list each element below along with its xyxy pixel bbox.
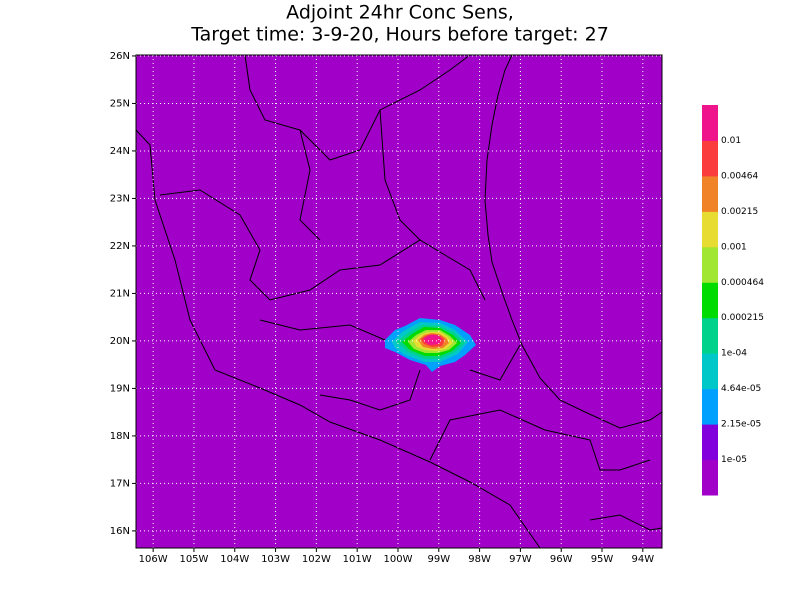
- colorbar-box: [702, 388, 718, 425]
- x-tick-label: 105W: [179, 554, 208, 565]
- y-tick-label: 21N: [110, 288, 130, 299]
- sensitivity-field: [385, 318, 476, 372]
- axis-labels: 106W 105W 104W 103W 102W 101W 100W 99W 98W 97W 96W…: [110, 51, 654, 565]
- colorbar-box: [702, 459, 718, 496]
- y-tick-label: 19N: [110, 383, 130, 394]
- colorbar-label: 0.000215: [721, 313, 764, 323]
- colorbar: 1e-05 2.15e-05 4.64e-05 1e-04 0.000215 0.0004…: [702, 105, 764, 496]
- colorbar-label: 0.01: [721, 136, 741, 146]
- colorbar-box: [702, 105, 718, 141]
- colorbar-box: [702, 246, 718, 283]
- gulf-coast: [484, 54, 663, 429]
- title-line-1: Adjoint 24hr Conc Sens,: [286, 2, 514, 24]
- southern-coast: [589, 514, 663, 531]
- colorbar-label: 0.00464: [721, 171, 758, 181]
- x-tick-label: 101W: [343, 554, 372, 565]
- x-tick-label: 96W: [550, 554, 573, 565]
- x-tick-label: 98W: [468, 554, 491, 565]
- y-tick-label: 26N: [110, 51, 130, 62]
- colorbar-label: 0.00215: [721, 207, 758, 217]
- colorbar-box: [702, 175, 718, 212]
- colorbar-box: [702, 211, 718, 248]
- colorbar-box: [702, 282, 718, 319]
- y-tick-label: 18N: [110, 431, 130, 442]
- colorbar-box: [702, 353, 718, 390]
- colorbar-label: 1e-04: [721, 349, 747, 359]
- contour-band: [424, 335, 442, 345]
- x-tick-label: 102W: [302, 554, 331, 565]
- y-tick-label: 22N: [110, 241, 130, 252]
- y-tick-label: 25N: [110, 98, 130, 109]
- state-border: [259, 319, 651, 471]
- x-tick-label: 94W: [632, 554, 655, 565]
- y-tick-label: 23N: [110, 193, 130, 204]
- x-tick-label: 100W: [383, 554, 412, 565]
- map-area: [136, 55, 662, 548]
- state-border: [244, 54, 471, 161]
- colorbar-box: [702, 140, 718, 177]
- coastlines-borders: [135, 54, 663, 549]
- state-border: [159, 189, 486, 301]
- y-tick-label: 17N: [110, 478, 130, 489]
- x-tick-label: 106W: [139, 554, 168, 565]
- y-tick-label: 24N: [110, 146, 130, 157]
- colorbar-box: [702, 317, 718, 354]
- title-line-2: Target time: 3-9-20, Hours before target…: [190, 24, 609, 46]
- x-tick-label: 95W: [591, 554, 614, 565]
- state-border: [299, 109, 421, 241]
- x-tick-label: 99W: [427, 554, 450, 565]
- y-tick-label: 20N: [110, 336, 130, 347]
- x-tick-label: 104W: [220, 554, 249, 565]
- colorbar-label: 0.001: [721, 242, 747, 252]
- map-frame: [135, 54, 663, 549]
- x-tick-label: 103W: [261, 554, 290, 565]
- colorbar-box: [702, 424, 718, 461]
- colorbar-label: 4.64e-05: [721, 384, 761, 394]
- x-tick-label: 97W: [509, 554, 532, 565]
- colorbar-label: 1e-05: [721, 455, 747, 465]
- y-tick-label: 16N: [110, 526, 130, 537]
- colorbar-label: 0.000464: [721, 278, 764, 288]
- pacific-coast: [135, 129, 541, 549]
- colorbar-label: 2.15e-05: [721, 420, 761, 430]
